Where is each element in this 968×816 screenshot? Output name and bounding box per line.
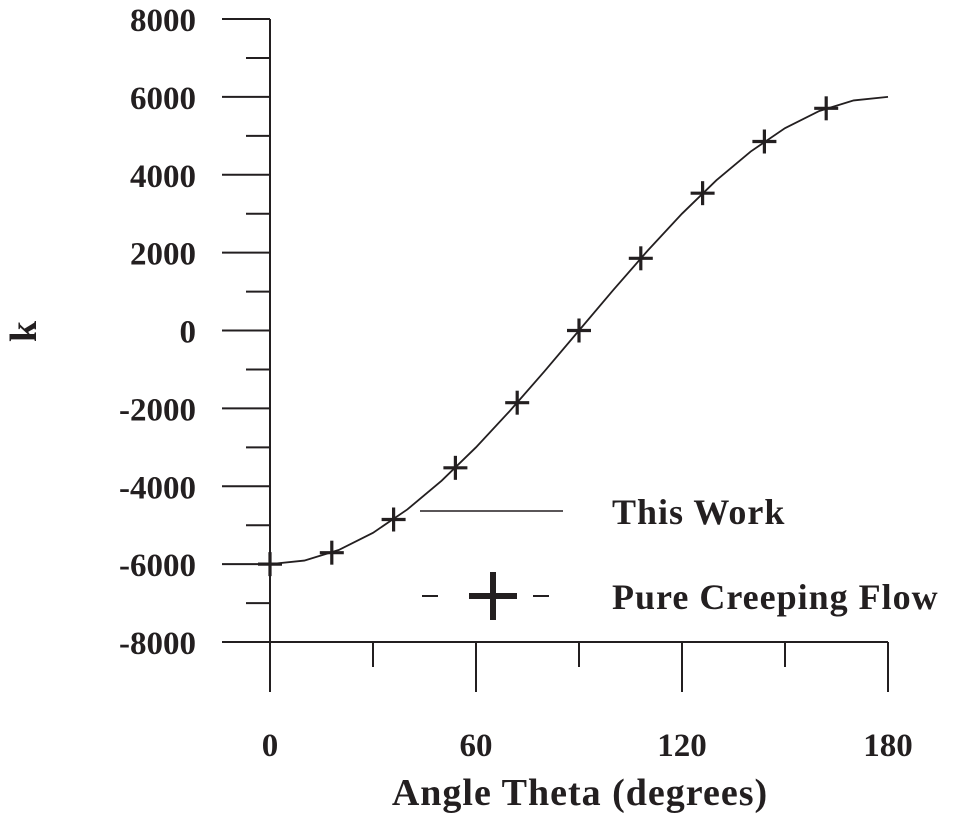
y-tick-label: -4000	[119, 470, 196, 506]
y-tick-label: -8000	[119, 626, 196, 662]
y-axis-ticks: -8000 -6000 -4000 -2000 0 2000 4000 6000 8000	[119, 3, 270, 662]
legend-plus-marker	[469, 572, 517, 620]
legend-label-this-work: This Work	[612, 492, 785, 532]
x-tick-label: 0	[262, 728, 279, 764]
x-axis-ticks: 0 60 120 180	[262, 642, 913, 764]
x-tick-label: 120	[657, 728, 707, 764]
data-point-pure-creeping-flow	[814, 96, 839, 121]
y-tick-label: -6000	[119, 548, 196, 584]
y-tick-label: -2000	[119, 392, 196, 428]
plot-area	[258, 95, 889, 577]
data-point-pure-creeping-flow	[505, 390, 530, 415]
data-point-pure-creeping-flow	[443, 455, 468, 480]
data-point-pure-creeping-flow	[567, 318, 591, 343]
legend-label-pure-creeping-flow: Pure Creeping Flow	[612, 577, 939, 617]
data-point-pure-creeping-flow	[752, 129, 777, 154]
y-tick-label: 2000	[130, 237, 196, 273]
data-point-pure-creeping-flow	[319, 540, 344, 565]
y-tick-label: 6000	[130, 81, 196, 117]
data-point-pure-creeping-flow	[381, 507, 406, 532]
y-axis-title: k	[3, 320, 45, 342]
data-point-pure-creeping-flow	[628, 246, 653, 271]
legend: This Work Pure Creeping Flow	[420, 492, 939, 620]
data-point-pure-creeping-flow	[690, 181, 715, 206]
y-tick-label: 8000	[130, 3, 196, 39]
data-point-pure-creeping-flow	[258, 552, 282, 577]
y-tick-label: 4000	[130, 159, 196, 195]
x-axis-title: Angle Theta (degrees)	[392, 772, 768, 814]
x-tick-label: 60	[460, 728, 493, 764]
y-tick-label: 0	[180, 315, 197, 351]
x-tick-label: 180	[863, 728, 913, 764]
